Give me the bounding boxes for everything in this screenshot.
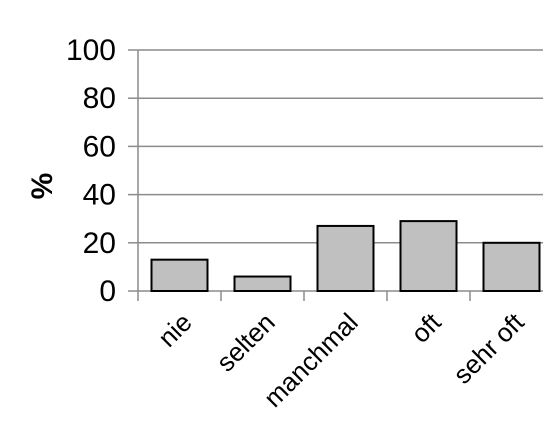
x-category-label: oft xyxy=(405,306,447,348)
y-tick-label: 20 xyxy=(83,227,116,260)
bar-selten xyxy=(233,275,292,293)
x-category-label: sehr oft xyxy=(447,306,530,389)
x-category-label: nie xyxy=(152,307,198,353)
y-tick-label: 100 xyxy=(66,34,116,67)
y-tick-label: 60 xyxy=(83,130,116,163)
bars xyxy=(150,220,541,293)
y-axis-label: % xyxy=(26,173,59,200)
bar-nie xyxy=(150,258,209,293)
bar-manchmal xyxy=(316,224,375,292)
y-tick-label: 80 xyxy=(83,82,116,115)
y-tick-labels: 0 20 40 60 80 100 xyxy=(66,34,116,308)
bar-oft xyxy=(399,220,458,292)
x-category-label: selten xyxy=(210,307,280,377)
gridlines xyxy=(138,49,543,244)
y-tick-label: 40 xyxy=(83,179,116,212)
bar-sehr-oft xyxy=(482,241,541,293)
y-tick-label: 0 xyxy=(99,275,116,308)
